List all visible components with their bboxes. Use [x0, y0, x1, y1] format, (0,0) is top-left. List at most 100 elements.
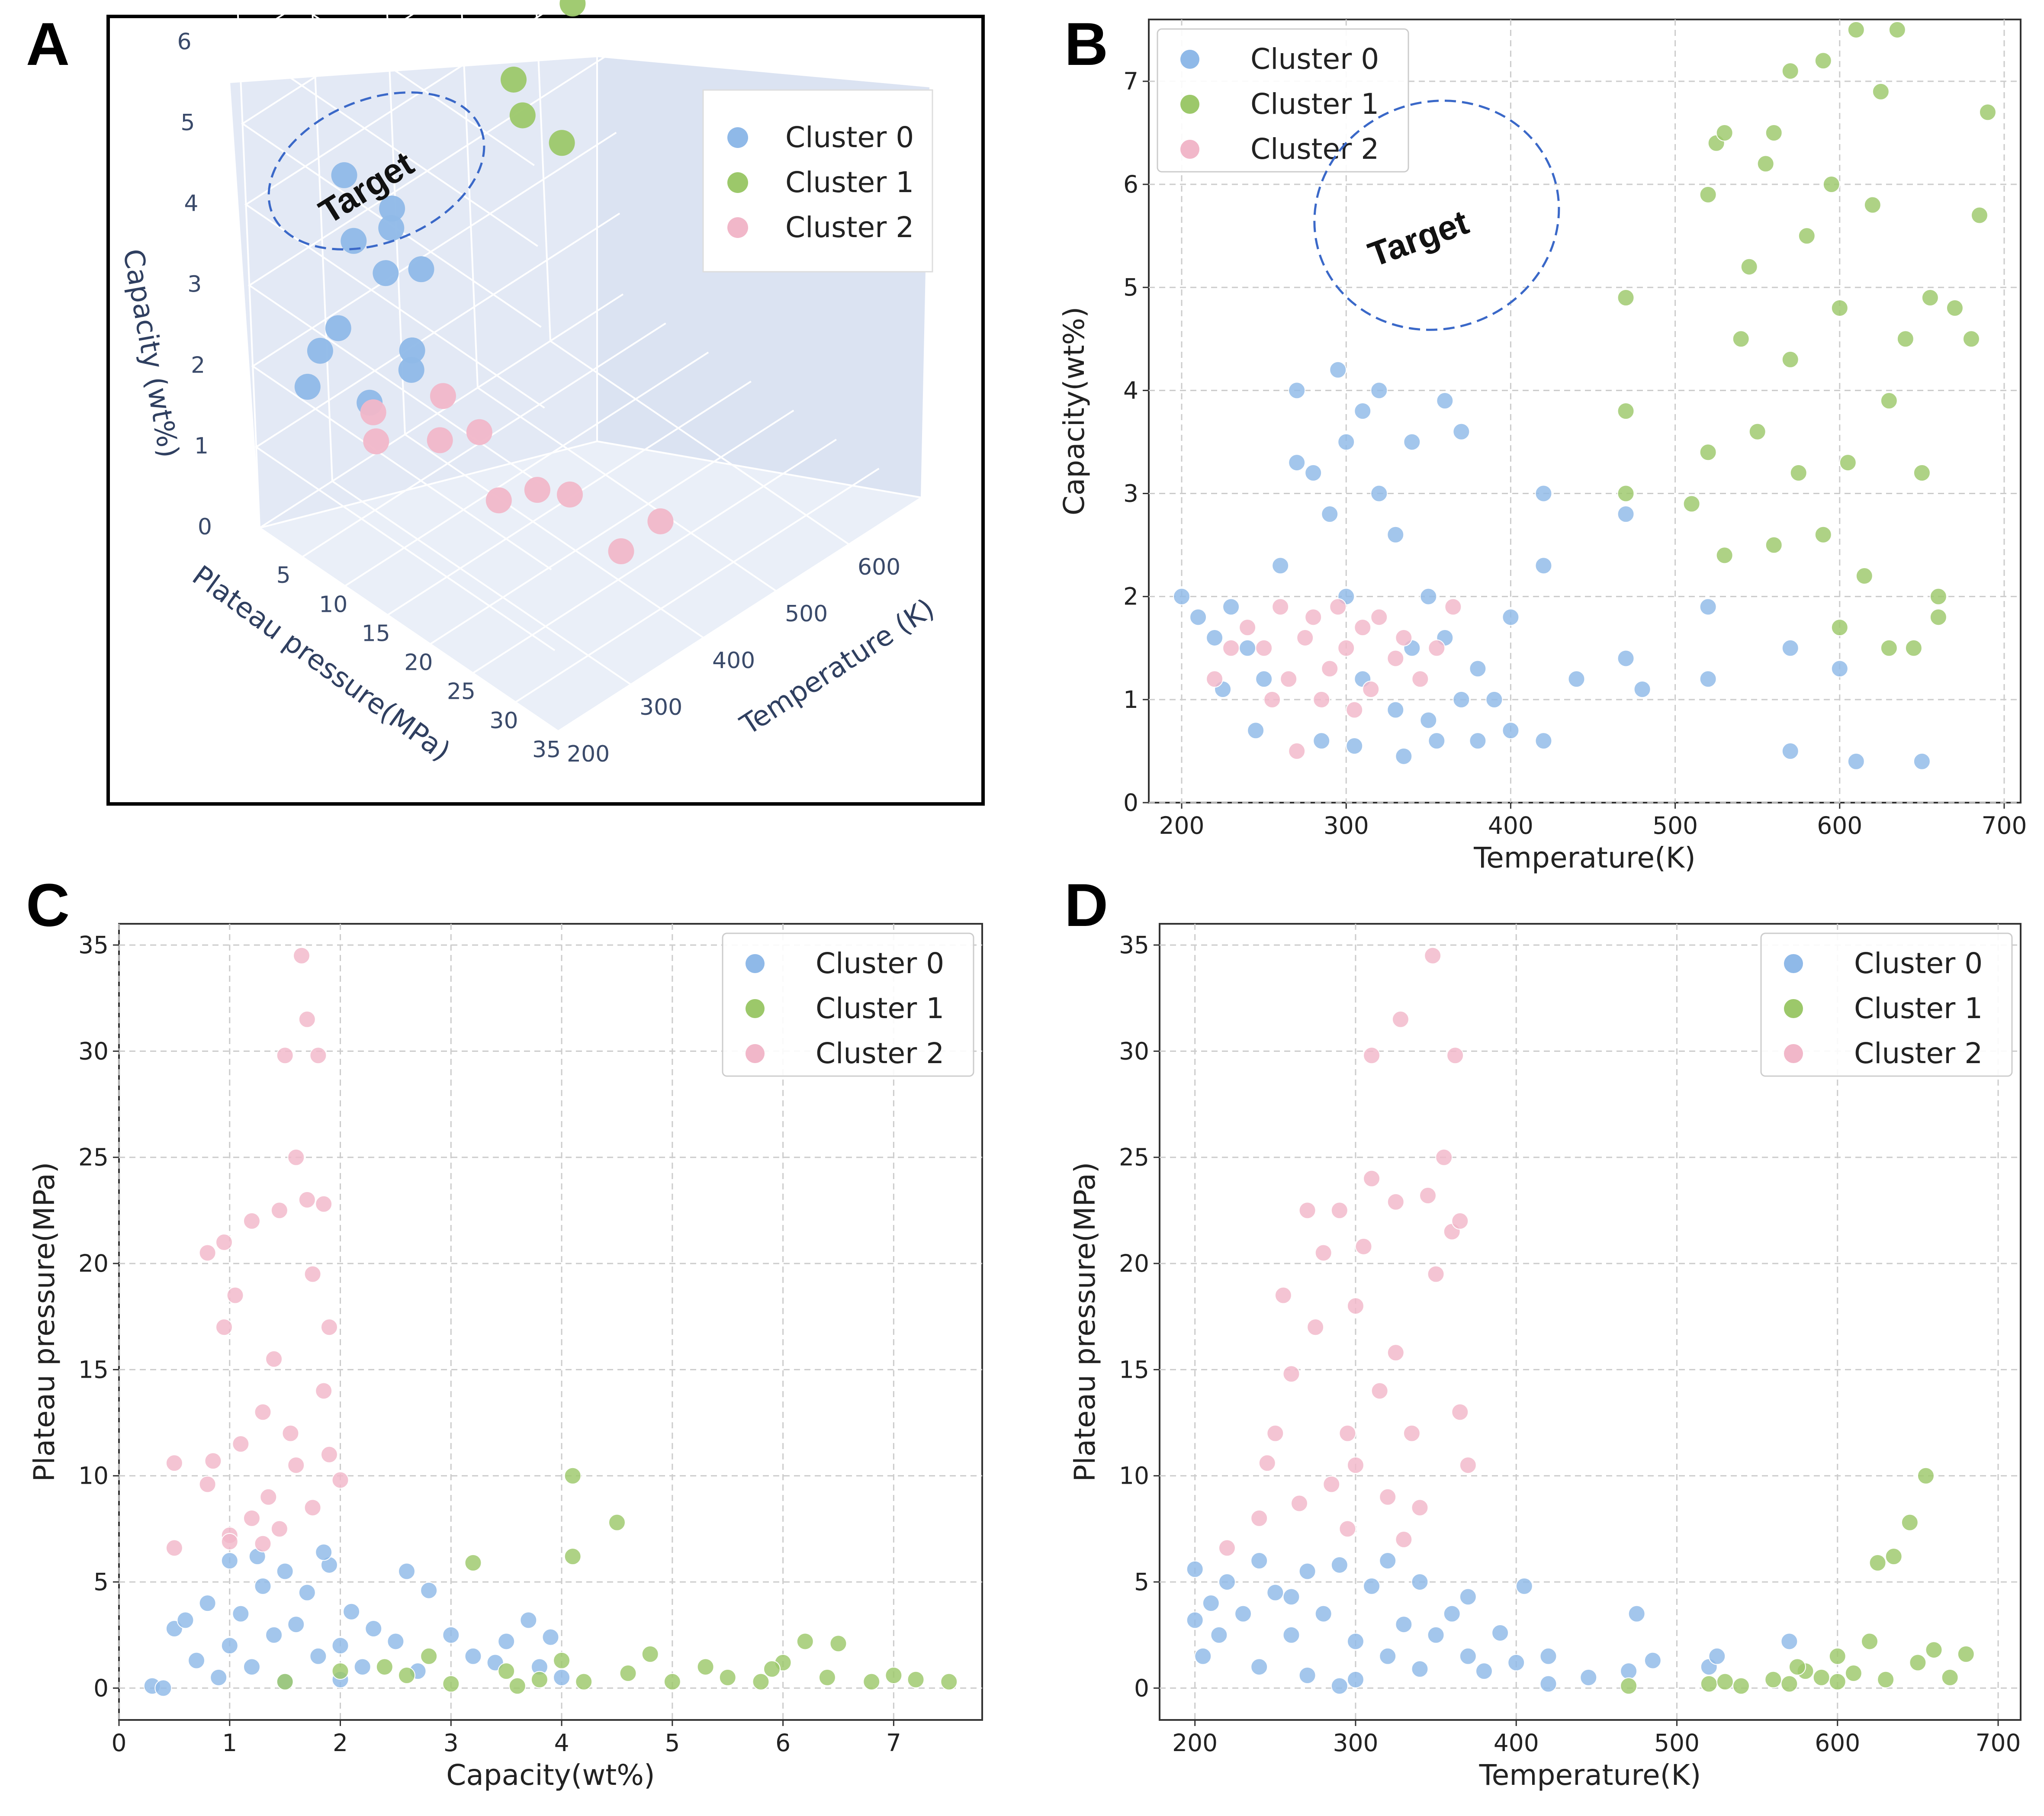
- y-tick-label: 5: [93, 1568, 109, 1596]
- a-capacity-gridline: [247, 51, 614, 490]
- data-point-2: [331, 1471, 349, 1489]
- data-point-0: [498, 1633, 515, 1650]
- a-capacity-tick-label: 6: [177, 29, 192, 55]
- data-point-1: [420, 1647, 438, 1665]
- data-point-1: [1699, 444, 1717, 461]
- data-point-0: [420, 1581, 438, 1599]
- data-point-1: [763, 1660, 781, 1678]
- data-point-2: [1280, 670, 1298, 688]
- a-data-point-2: [360, 399, 386, 425]
- data-point-0: [1459, 1588, 1477, 1606]
- data-point-0: [520, 1611, 537, 1629]
- data-point-2: [1331, 1202, 1348, 1219]
- a-data-point-2: [557, 481, 583, 508]
- data-point-2: [1250, 1509, 1268, 1527]
- data-point-1: [1740, 258, 1758, 276]
- data-point-0: [1644, 1652, 1662, 1669]
- a-pressure-gridline: [430, 409, 794, 645]
- data-point-0: [1186, 1611, 1204, 1629]
- data-point-0: [1580, 1668, 1597, 1686]
- data-point-0: [1780, 1633, 1798, 1650]
- data-point-0: [1331, 1556, 1348, 1574]
- x-tick-label: 300: [1324, 812, 1369, 839]
- a-data-point-0: [408, 256, 434, 283]
- data-point-1: [796, 1633, 814, 1650]
- y-tick-label: 4: [1123, 376, 1138, 404]
- panel-label-c: C: [26, 871, 70, 939]
- y-tick-label: 35: [1119, 931, 1149, 959]
- data-point-0: [1305, 464, 1322, 482]
- a-data-point-2: [466, 419, 492, 445]
- a-data-point-0: [325, 315, 351, 341]
- data-point-0: [1379, 1552, 1397, 1569]
- data-point-0: [1395, 747, 1413, 765]
- a-legend-label-2: Cluster 2: [785, 211, 914, 244]
- data-point-0: [1298, 1562, 1316, 1580]
- a-data-point-0: [373, 260, 399, 286]
- data-point-0: [1363, 1577, 1381, 1595]
- y-tick-label: 6: [1123, 170, 1138, 198]
- a-data-point-2: [608, 538, 634, 565]
- a-temp-tick-label: 500: [785, 601, 828, 627]
- data-point-0: [221, 1552, 238, 1569]
- data-point-2: [1339, 1424, 1356, 1442]
- data-point-1: [1620, 1677, 1638, 1695]
- y-tick-label: 10: [1119, 1462, 1149, 1490]
- data-point-2: [254, 1403, 272, 1421]
- data-point-1: [1888, 21, 1906, 39]
- a-data-point-1: [559, 0, 586, 17]
- x-tick-label: 4: [554, 1729, 569, 1757]
- data-point-0: [442, 1626, 460, 1644]
- data-point-0: [1699, 598, 1717, 616]
- data-point-2: [1298, 1202, 1316, 1219]
- data-point-0: [1428, 732, 1446, 750]
- data-point-0: [1395, 1616, 1413, 1633]
- data-point-0: [464, 1647, 482, 1665]
- data-point-2: [298, 1191, 316, 1209]
- data-point-0: [287, 1616, 305, 1633]
- data-point-2: [1266, 1424, 1284, 1442]
- y-tick-label: 35: [78, 931, 109, 959]
- panel-a-grid: [236, 0, 922, 732]
- data-point-0: [1485, 691, 1503, 708]
- y-tick-label: 7: [1123, 67, 1138, 95]
- data-point-0: [1337, 433, 1355, 451]
- data-point-1: [575, 1673, 593, 1691]
- data-point-1: [331, 1662, 349, 1680]
- data-point-0: [1173, 588, 1191, 605]
- data-point-0: [1370, 382, 1388, 399]
- data-point-1: [1861, 1633, 1879, 1650]
- data-point-1: [1716, 546, 1733, 564]
- x-tick-label: 400: [1488, 812, 1533, 839]
- legend-marker-2: [746, 1044, 765, 1063]
- x-tick-label: 200: [1159, 812, 1205, 839]
- data-point-0: [354, 1658, 371, 1676]
- a-legend-marker-1: [727, 172, 748, 193]
- data-point-2: [1459, 1456, 1477, 1474]
- legend-box: [1157, 28, 1409, 173]
- y-tick-label: 15: [1119, 1356, 1149, 1383]
- data-point-2: [232, 1435, 250, 1453]
- y-tick-label: 30: [78, 1037, 109, 1065]
- a-capacity-tick-label: 2: [191, 352, 205, 378]
- data-point-1: [398, 1666, 415, 1684]
- data-point-2: [215, 1234, 233, 1251]
- data-point-1: [1732, 1677, 1750, 1695]
- y-axis-label: Plateau pressure(MPa): [28, 1162, 61, 1482]
- data-point-2: [243, 1509, 260, 1527]
- data-point-2: [215, 1318, 233, 1336]
- data-point-2: [165, 1539, 183, 1557]
- data-point-2: [1347, 1297, 1364, 1315]
- data-point-0: [1347, 1671, 1364, 1688]
- data-point-0: [1255, 670, 1273, 688]
- data-point-0: [1633, 681, 1651, 698]
- legend-label-0: Cluster 0: [1854, 947, 1983, 980]
- data-point-2: [1305, 608, 1322, 626]
- y-tick-label: 15: [78, 1356, 109, 1383]
- panel-a-3d-scatter: 200300400500600510152025303501234567 Tem…: [106, 0, 985, 806]
- data-point-0: [1453, 691, 1470, 708]
- data-point-2: [1451, 1212, 1469, 1230]
- data-point-0: [1346, 737, 1363, 755]
- y-axis-label: Capacity(wt%): [1057, 307, 1091, 516]
- data-point-1: [1869, 1554, 1887, 1572]
